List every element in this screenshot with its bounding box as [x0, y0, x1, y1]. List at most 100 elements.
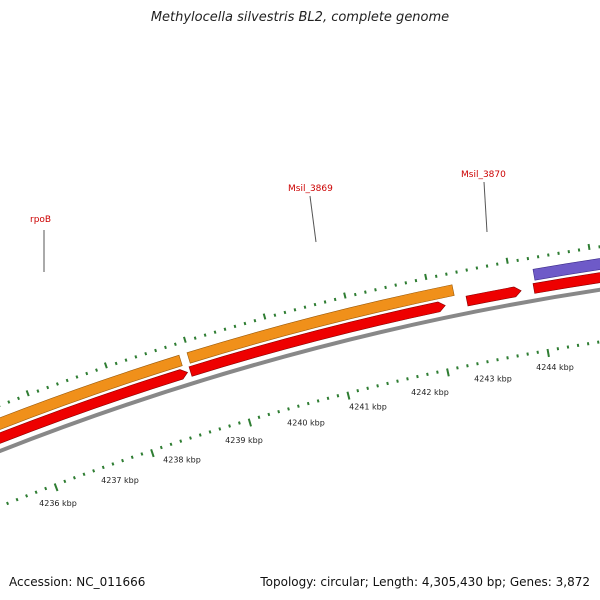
outer-tick — [495, 262, 499, 266]
reverse-cds-2[interactable] — [188, 301, 446, 377]
outer-tick — [46, 385, 50, 390]
minor-scale-tick — [287, 407, 290, 411]
outer-tick — [526, 256, 530, 261]
gene-labels: rpoB Msil_3869 Msil_3870 — [30, 170, 506, 272]
reverse-strand-track — [0, 270, 600, 450]
scale-labels: 4236 kbp 4237 kbp 4238 kbp 4239 kbp 4240… — [39, 363, 574, 508]
outer-tick — [17, 396, 20, 401]
minor-scale-tick — [257, 415, 261, 419]
minor-scale-tick — [356, 389, 360, 393]
outer-tick — [134, 355, 138, 359]
minor-scale-tick — [82, 472, 86, 477]
outer-tick — [25, 390, 30, 397]
minor-scale-tick — [536, 350, 539, 354]
outer-tick — [124, 358, 128, 362]
outer-tick — [114, 361, 118, 366]
minor-scale-tick — [486, 360, 489, 364]
outer-tick — [434, 274, 438, 278]
forward-cds-Msil-3869[interactable] — [186, 284, 455, 364]
minor-scale-tick — [326, 396, 330, 401]
outer-tick — [55, 382, 59, 386]
gene-label-Msil-3869[interactable]: Msil_3869 — [288, 184, 333, 194]
minor-scale-tick — [198, 433, 202, 437]
minor-scale-tick — [506, 356, 509, 360]
scale-label: 4240 kbp — [287, 418, 325, 427]
outer-tick — [374, 288, 377, 292]
outer-tick — [364, 290, 367, 294]
outer-tick — [536, 255, 540, 259]
leader-line — [309, 195, 317, 243]
reverse-cds-4[interactable] — [532, 270, 600, 294]
map-title: Methylocella silvestris BL2, complete ge… — [150, 10, 450, 25]
outer-tick — [253, 318, 257, 323]
minor-scale-tick — [121, 458, 124, 463]
reverse-cds-1[interactable] — [0, 369, 189, 450]
forward-strand-track — [0, 255, 600, 436]
forward-rna-feature[interactable] — [532, 255, 600, 281]
gene-label-rpoB[interactable]: rpoB — [30, 215, 51, 225]
minor-scale-tick — [72, 476, 76, 480]
minor-scale-tick — [267, 412, 271, 417]
minor-scale-tick — [159, 445, 163, 450]
minor-scale-tick — [376, 384, 379, 388]
minor-scale-tick — [556, 347, 560, 351]
outer-tick — [384, 285, 387, 290]
minor-scale-tick — [396, 379, 399, 383]
minor-scale-tick — [316, 399, 320, 403]
outer-tick — [404, 281, 408, 285]
accession-text: Accession: NC_011666 — [9, 575, 146, 589]
outer-tick — [173, 342, 177, 346]
major-scale-tick — [546, 348, 550, 358]
outer-tick — [475, 266, 479, 270]
minor-scale-tick — [526, 352, 529, 356]
major-scale-tick — [150, 448, 155, 458]
minor-scale-tick — [15, 497, 19, 502]
scale-label: 4241 kbp — [349, 402, 387, 411]
minor-scale-tick — [416, 374, 419, 379]
minor-scale-tick — [140, 452, 144, 456]
outer-tick — [193, 336, 197, 340]
outer-tick — [455, 270, 458, 274]
minor-scale-tick — [237, 421, 241, 425]
outer-tick — [333, 297, 337, 302]
minor-scale-tick — [336, 394, 340, 398]
outer-tick — [183, 336, 187, 343]
outer-tick — [85, 371, 89, 376]
gene-label-Msil-3870[interactable]: Msil_3870 — [461, 170, 506, 180]
minor-scale-tick — [6, 501, 10, 506]
minor-scale-tick — [208, 430, 212, 434]
outer-tick — [485, 264, 489, 268]
outer-tick — [445, 272, 448, 276]
minor-scale-tick — [476, 362, 479, 366]
minor-scale-tick — [366, 386, 369, 390]
minor-scale-tick — [189, 436, 192, 440]
minor-scale-tick — [516, 354, 519, 358]
outer-tick — [505, 257, 509, 264]
outer-tick — [36, 389, 40, 393]
minor-scale-tick — [297, 404, 300, 408]
minor-scale-tick — [426, 372, 429, 377]
reverse-cds-3[interactable] — [465, 286, 522, 307]
outer-tick — [353, 292, 357, 297]
minor-scale-tick — [169, 442, 173, 447]
outer-tick — [7, 400, 11, 404]
outer-tick — [144, 351, 148, 356]
outer-tick — [213, 330, 217, 334]
minor-scale-tick — [306, 401, 310, 406]
minor-scale-tick — [130, 455, 134, 460]
genome-backbone — [0, 287, 600, 454]
forward-cds-rpoB[interactable] — [0, 354, 183, 436]
outer-tick — [154, 348, 158, 353]
outer-tick — [164, 345, 167, 350]
major-scale-tick — [446, 368, 450, 377]
outer-tick — [283, 310, 287, 315]
scale-tick-ring — [6, 340, 600, 506]
outer-tick — [103, 362, 108, 369]
major-scale-tick — [247, 418, 252, 427]
outer-tick-ring — [0, 243, 600, 407]
major-scale-tick — [53, 483, 59, 492]
genome-info-text: Topology: circular; Length: 4,305,430 bp… — [260, 575, 590, 589]
minor-scale-tick — [44, 486, 48, 491]
scale-label: 4237 kbp — [101, 476, 139, 485]
